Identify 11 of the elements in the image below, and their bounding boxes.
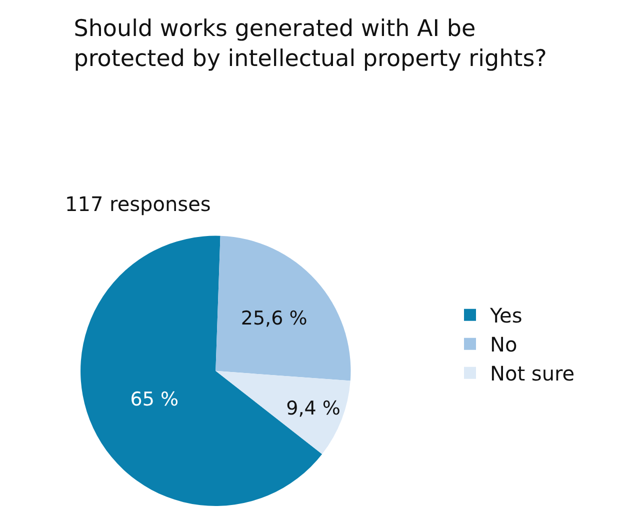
- chart-title: Should works generated with AI be protected by intellectual property rights?: [74, 16, 547, 72]
- data-label: 65 %: [130, 388, 179, 410]
- data-label: 25,6 %: [240, 307, 308, 330]
- chart-subtitle: 117 responses: [65, 192, 211, 216]
- legend-label: No: [490, 332, 518, 357]
- pie-slice: [216, 236, 351, 381]
- pie-slice: [80, 236, 322, 506]
- legend-label: Not sure: [490, 362, 575, 386]
- legend-label: Yes: [489, 304, 522, 328]
- pie-slice: [216, 370, 350, 454]
- data-label: 9,4 %: [286, 398, 340, 420]
